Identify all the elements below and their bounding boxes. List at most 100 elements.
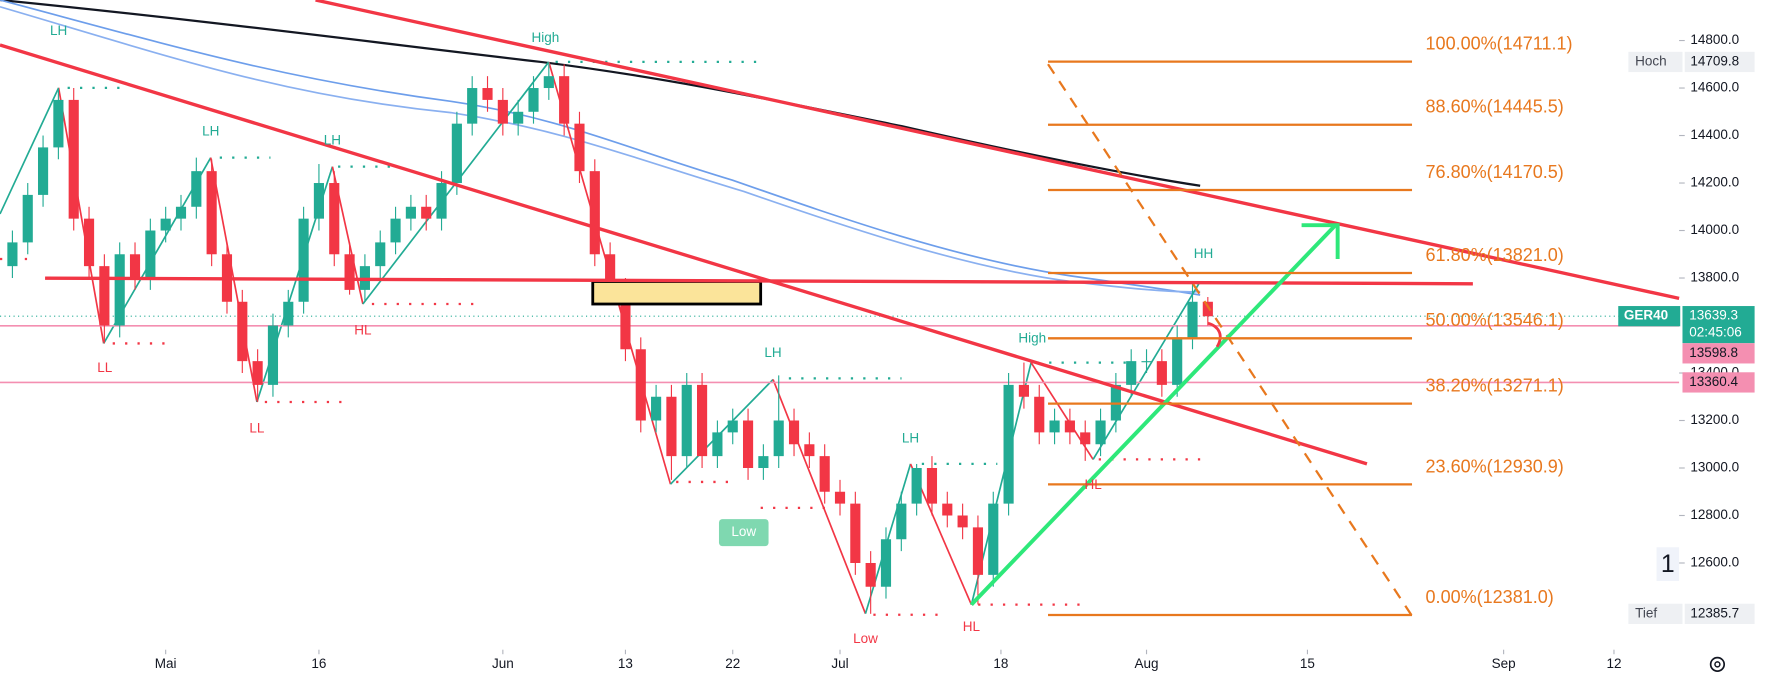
annotation: LL — [97, 360, 113, 375]
candle-body — [390, 218, 401, 243]
candle-body — [850, 503, 861, 563]
badge-value-box — [1684, 51, 1755, 73]
zigzag-line — [0, 87, 60, 215]
candle-body — [53, 99, 64, 148]
badge-label-box — [1628, 51, 1683, 73]
candle-body — [697, 384, 708, 457]
zigzag-line — [864, 463, 912, 614]
badge-label-box — [1628, 603, 1683, 625]
fib-label: 100.00%(14711.1) — [1426, 34, 1573, 54]
candle-body — [145, 230, 156, 279]
y-tick-label: 14000.0 — [1690, 222, 1739, 237]
candle-body — [666, 396, 677, 457]
settings-hub — [1714, 661, 1721, 668]
candle-body — [37, 147, 49, 195]
candle-body — [620, 289, 631, 350]
annotation-box — [718, 519, 769, 547]
candle-body — [1095, 420, 1106, 445]
candle-body — [329, 183, 340, 255]
candle-body — [819, 456, 830, 492]
candle-body — [114, 254, 125, 326]
candle-body — [405, 206, 416, 219]
axis-layer: 14800.0 14600.0 14400.0 14200.0 14000.0 13800… — [155, 32, 1755, 672]
annotation: LH — [902, 431, 919, 446]
candle-body — [543, 76, 554, 89]
fib-label: 23.60%(12930.9) — [1426, 456, 1564, 476]
x-tick-label: Mai — [155, 656, 177, 671]
annotation: HL — [963, 619, 981, 634]
level-badge: 13360.4 — [1689, 374, 1738, 389]
zone-box — [591, 280, 763, 306]
candle-body — [758, 456, 769, 469]
settings-icon[interactable] — [1709, 656, 1726, 672]
level-badge: 13598.8 — [1689, 345, 1738, 360]
candle-body — [865, 562, 876, 587]
candle-body — [1172, 337, 1183, 385]
candle-body — [727, 420, 738, 433]
candle-body — [589, 171, 600, 255]
candle-body — [712, 432, 723, 457]
y-tick-label: 14600.0 — [1690, 80, 1739, 95]
candle-body — [436, 183, 447, 219]
annotation: LH — [202, 123, 219, 138]
countdown: 02:45:06 — [1689, 325, 1742, 340]
candle-body — [911, 468, 922, 504]
badge-value: 14709.8 — [1690, 54, 1739, 69]
candle-body — [926, 468, 938, 504]
last-price: 13639.3 — [1689, 308, 1738, 323]
candle-body — [298, 218, 309, 302]
candle-body — [421, 206, 432, 219]
badge-value-box — [1684, 603, 1755, 625]
instrument-box — [1618, 306, 1681, 327]
x-tick-label: Sep — [1492, 656, 1516, 671]
candle-body — [513, 111, 524, 124]
candle-body — [1126, 361, 1137, 385]
candle-body — [1187, 301, 1198, 338]
arrow-head — [1301, 223, 1340, 259]
candle-body — [1003, 384, 1014, 504]
fib-label: 88.60%(14445.5) — [1426, 97, 1564, 117]
x-tick-label: 18 — [993, 656, 1008, 671]
fib-label: 50.00%(13546.1) — [1426, 310, 1564, 330]
y-tick-label: 13200.0 — [1690, 412, 1739, 427]
fib-label: 61.80%(13821.0) — [1426, 245, 1564, 265]
candle-body — [742, 420, 754, 469]
candle-body — [252, 361, 263, 385]
x-tick-label: 16 — [311, 656, 326, 671]
candle-body — [451, 123, 462, 184]
settings-ring — [1709, 656, 1726, 672]
candle-body — [804, 444, 815, 457]
candle-body — [896, 503, 907, 540]
candle-body — [160, 218, 171, 231]
annotation: LH — [324, 132, 341, 147]
candle-body — [497, 99, 508, 124]
candle-body — [467, 88, 478, 124]
candle-body — [773, 420, 784, 457]
trendline — [45, 276, 1473, 286]
candle-body — [482, 88, 493, 100]
x-tick-label: Aug — [1135, 656, 1159, 671]
annotation: Low — [853, 631, 878, 646]
candle-body — [237, 301, 248, 362]
candle-body — [68, 99, 79, 219]
instrument-label: GER40 — [1624, 308, 1668, 323]
level-badge-box — [1682, 372, 1755, 393]
annotation: HL — [354, 323, 372, 338]
y-tick-label: 14400.0 — [1690, 127, 1739, 142]
candle-body — [681, 384, 692, 457]
y-tick-label: 14200.0 — [1690, 175, 1739, 190]
annotation: Low — [731, 524, 756, 539]
interval-marker[interactable]: 1 — [1661, 551, 1675, 578]
badge-label: Tief — [1635, 605, 1657, 620]
candle-body — [834, 491, 846, 504]
annotation: LH — [764, 345, 781, 360]
y-tick-label: 12600.0 — [1690, 555, 1739, 570]
level-badge-box — [1682, 343, 1755, 364]
annotation: HH — [1194, 246, 1214, 261]
candle-body — [651, 396, 662, 421]
fib-label: 76.80%(14170.5) — [1426, 162, 1564, 182]
candle-body — [22, 194, 33, 243]
last-price-box — [1682, 306, 1755, 344]
